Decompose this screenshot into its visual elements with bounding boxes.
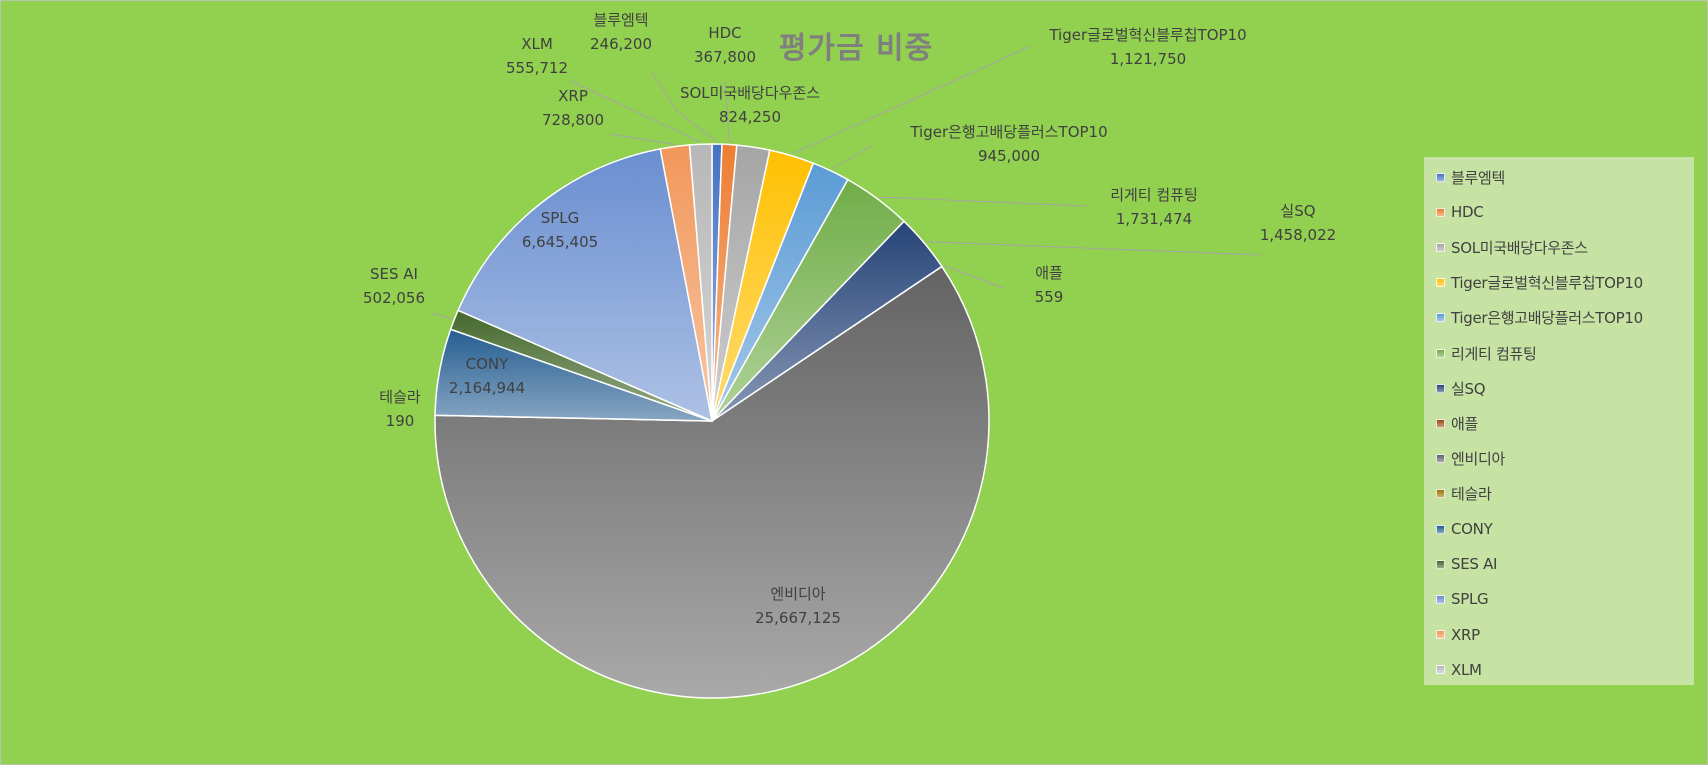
data-label-name-14: XLM	[521, 35, 553, 53]
data-label-name-3: Tiger글로벌혁신블루칩TOP10	[1048, 26, 1246, 44]
data-label-name-0: 블루엠텍	[593, 11, 648, 29]
legend-item: SOL미국배당다우존스	[1436, 237, 1588, 257]
legend-item: 실SQ	[1436, 378, 1486, 398]
leader-line-14	[570, 80, 701, 143]
leader-line-6	[925, 241, 1262, 256]
data-label-value-10: 2,164,944	[449, 379, 525, 397]
legend-label: 애플	[1451, 414, 1479, 433]
legend-swatch	[1436, 207, 1445, 217]
legend-swatch	[1436, 172, 1445, 182]
data-label-value-3: 1,121,750	[1110, 50, 1186, 68]
legend-swatch	[1436, 665, 1445, 675]
legend-swatch	[1436, 418, 1445, 428]
legend-label: 리게티 컴퓨팅	[1451, 344, 1537, 363]
legend-swatch	[1436, 524, 1445, 534]
pie-slice-14	[688, 143, 713, 422]
data-label-name-13: XRP	[558, 87, 588, 105]
data-label-name-5: 리게티 컴퓨팅	[1110, 186, 1198, 204]
data-label-value-14: 555,712	[506, 59, 568, 77]
leader-line-7	[943, 264, 1005, 289]
legend-item: Tiger글로벌혁신블루칩TOP10	[1436, 273, 1643, 293]
data-label-value-2: 824,250	[719, 108, 781, 126]
data-label-value-1: 367,800	[694, 48, 756, 66]
legend-swatch	[1436, 313, 1445, 323]
data-label-name-10: CONY	[466, 355, 510, 373]
data-label-value-8: 25,667,125	[755, 609, 841, 627]
data-label-value-7: 559	[1035, 288, 1064, 306]
legend-label: Tiger글로벌혁신블루칩TOP10	[1451, 274, 1643, 293]
data-label-value-0: 246,200	[590, 35, 652, 53]
chart-legend: 블루엠텍 HDC SOL미국배당다우존스 Tiger글로벌혁신블루칩TOP10 Tige…	[1424, 157, 1694, 685]
legend-swatch	[1436, 454, 1445, 464]
leader-line-11	[432, 312, 453, 320]
data-label-value-11: 502,056	[363, 289, 425, 307]
legend-label: SOL미국배당다우존스	[1451, 238, 1588, 257]
legend-label: HDC	[1451, 203, 1484, 222]
legend-label: XRP	[1451, 625, 1480, 644]
legend-item: XRP	[1436, 625, 1480, 645]
leader-line-1	[724, 80, 730, 143]
legend-label: 엔비디아	[1451, 450, 1506, 469]
legend-item: CONY	[1436, 519, 1493, 539]
legend-swatch	[1436, 559, 1445, 569]
leader-line-0	[650, 70, 718, 143]
legend-swatch	[1436, 489, 1445, 499]
data-label-name-1: HDC	[708, 24, 741, 42]
leader-line-3	[792, 45, 1032, 155]
data-label-value-4: 945,000	[978, 147, 1040, 165]
legend-swatch	[1436, 278, 1445, 288]
pie-slice-8	[434, 265, 990, 699]
legend-label: CONY	[1451, 520, 1493, 538]
legend-swatch	[1436, 242, 1445, 252]
data-label-name-11: SES AI	[370, 265, 418, 283]
data-label-value-13: 728,800	[542, 111, 604, 129]
legend-item: SES AI	[1436, 554, 1497, 574]
pie-slice-12	[457, 147, 714, 423]
legend-item: HDC	[1436, 202, 1484, 222]
chart-title: 평가금 비중	[778, 31, 934, 66]
data-label-name-7: 애플	[1035, 264, 1063, 282]
legend-item: 블루엠텍	[1436, 167, 1505, 187]
legend-item: Tiger은행고배당플러스TOP10	[1436, 308, 1643, 328]
legend-swatch	[1436, 348, 1445, 358]
data-label-name-8: 엔비디아	[770, 585, 825, 603]
data-label-name-9: 테슬라	[379, 388, 421, 406]
legend-swatch	[1436, 383, 1445, 393]
leader-line-4	[831, 144, 874, 170]
leader-line-13	[608, 133, 675, 145]
data-label-name-12: SPLG	[541, 209, 580, 227]
legend-swatch	[1436, 594, 1445, 604]
legend-item: 테슬라	[1436, 484, 1492, 504]
legend-label: SES AI	[1451, 555, 1498, 574]
legend-label: Tiger은행고배당플러스TOP10	[1451, 309, 1643, 328]
legend-item: 엔비디아	[1436, 449, 1505, 469]
legend-label: 테슬라	[1451, 485, 1492, 504]
data-label-value-5: 1,731,474	[1116, 210, 1192, 228]
legend-item: 애플	[1436, 413, 1478, 433]
data-label-name-6: 실SQ	[1280, 202, 1315, 220]
data-label-value-6: 1,458,022	[1260, 226, 1336, 244]
legend-label: 실SQ	[1451, 379, 1486, 398]
legend-item: SPLG	[1436, 589, 1489, 609]
legend-item: XLM	[1436, 660, 1482, 680]
leader-line-5	[878, 196, 1087, 207]
data-label-value-12: 6,645,405	[522, 233, 598, 251]
data-label-name-2: SOL미국배당다우존스	[680, 84, 820, 102]
data-label-value-9: 190	[386, 412, 415, 430]
data-label-name-4: Tiger은행고배당플러스TOP10	[909, 123, 1107, 141]
legend-swatch	[1436, 630, 1445, 640]
legend-label: 블루엠텍	[1451, 168, 1506, 187]
legend-label: SPLG	[1451, 590, 1489, 609]
legend-label: XLM	[1451, 660, 1482, 679]
legend-item: 리게티 컴퓨팅	[1436, 343, 1537, 363]
